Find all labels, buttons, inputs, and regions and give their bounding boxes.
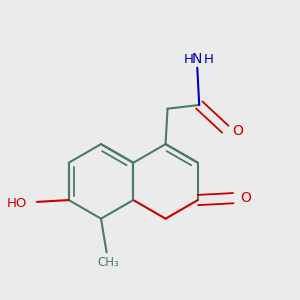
Text: O: O [240,191,251,205]
Text: H: H [184,52,194,66]
Text: HO: HO [7,197,27,210]
Text: N: N [192,52,202,66]
Text: CH₃: CH₃ [98,256,119,269]
Text: O: O [232,124,243,138]
Text: H: H [203,52,213,66]
